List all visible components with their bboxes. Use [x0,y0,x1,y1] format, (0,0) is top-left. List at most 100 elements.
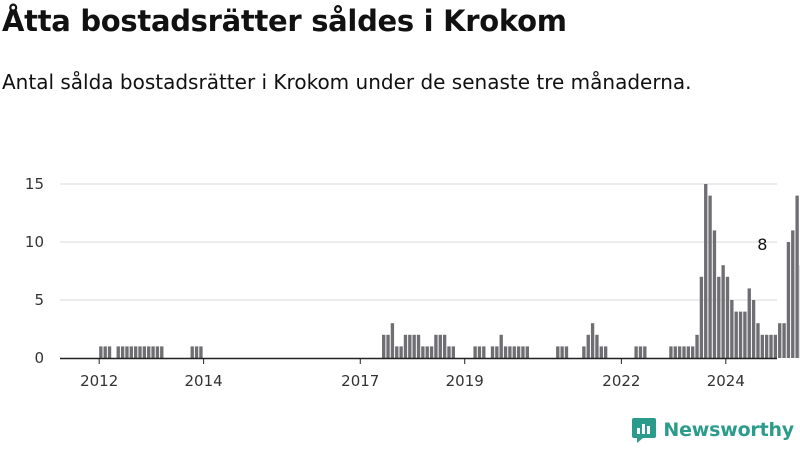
bar [125,346,129,358]
bar [425,346,429,358]
bar [521,346,525,358]
newsworthy-logo: Newsworthy [631,416,794,444]
bar [147,346,151,358]
bar [155,346,160,358]
bar [712,230,717,358]
bar [525,346,529,358]
bar [490,346,495,358]
bar [399,346,403,358]
bar [778,323,782,358]
newsworthy-logo-icon [632,418,657,443]
bar [508,346,512,358]
bar [769,334,773,358]
x-tick-label: 2022 [602,372,640,390]
bar [560,346,564,358]
x-tick-label: 2019 [446,372,484,390]
bar [682,346,686,358]
bar [686,346,691,358]
bar [721,265,725,358]
data-labels: 8 [757,235,767,254]
bar [447,346,451,358]
bar [499,334,503,358]
bar [138,346,142,358]
bar [390,323,395,358]
bar [738,311,743,358]
bar [103,346,107,358]
bar [151,346,155,358]
bar [725,276,730,358]
bar [190,346,194,358]
bar [382,334,386,358]
y-tick-label: 15 [25,175,44,193]
bar [634,346,638,358]
page-subtitle: Antal sålda bostadsrätter i Krokom under… [2,70,692,94]
bar [160,346,164,358]
x-tick-label: 2017 [341,372,379,390]
bar [429,346,434,358]
bar [734,311,738,358]
y-tick-label: 0 [34,349,44,367]
bar [133,346,138,358]
bar [786,242,791,358]
bar [556,346,560,358]
bar [421,346,425,358]
bar [764,334,769,358]
bar [512,346,516,358]
bar [708,195,712,358]
bar [495,346,499,358]
bar [699,276,704,358]
bar [416,334,421,358]
y-tick-label: 5 [34,291,44,309]
bar [503,346,508,358]
bar [691,346,695,358]
bar [199,346,203,358]
bar [743,311,747,358]
bar [120,346,125,358]
y-tick-label: 10 [25,233,44,251]
bar [590,323,595,358]
bar [516,346,521,358]
bar [747,288,751,358]
bar [603,346,608,358]
bar [782,323,786,358]
bar [795,195,799,358]
bar [677,346,682,358]
bar [791,230,795,358]
x-tick-label: 2014 [185,372,223,390]
bar [669,346,673,358]
bar [773,334,778,358]
bar [586,334,590,358]
bar [99,346,103,358]
bar [564,346,569,358]
bar [751,300,756,358]
x-tick-label: 2024 [707,372,745,390]
bar [582,346,586,358]
bar [142,346,147,358]
bar [695,334,699,358]
bar [482,346,486,358]
bar [599,346,603,358]
brand-name: Newsworthy [663,419,794,441]
page-title: Åtta bostadsrätter såldes i Krokom [2,4,567,38]
bar [451,346,456,358]
bar [442,334,447,358]
bar [643,346,647,358]
bar [408,334,412,358]
bar [386,334,390,358]
x-tick-label: 2012 [80,372,118,390]
axes: 0 5 10 15 2012 2014 2017 2019 2022 2024 [25,175,777,390]
bar [673,346,677,358]
bar [760,334,764,358]
bar [403,334,408,358]
bar [194,346,199,358]
bar [704,184,708,358]
bars [99,184,800,358]
bar [756,323,760,358]
bar [412,334,416,358]
bar [107,346,112,358]
latest-value-label: 8 [757,235,767,254]
bar [638,346,643,358]
bar [730,300,734,358]
bar [595,334,599,358]
